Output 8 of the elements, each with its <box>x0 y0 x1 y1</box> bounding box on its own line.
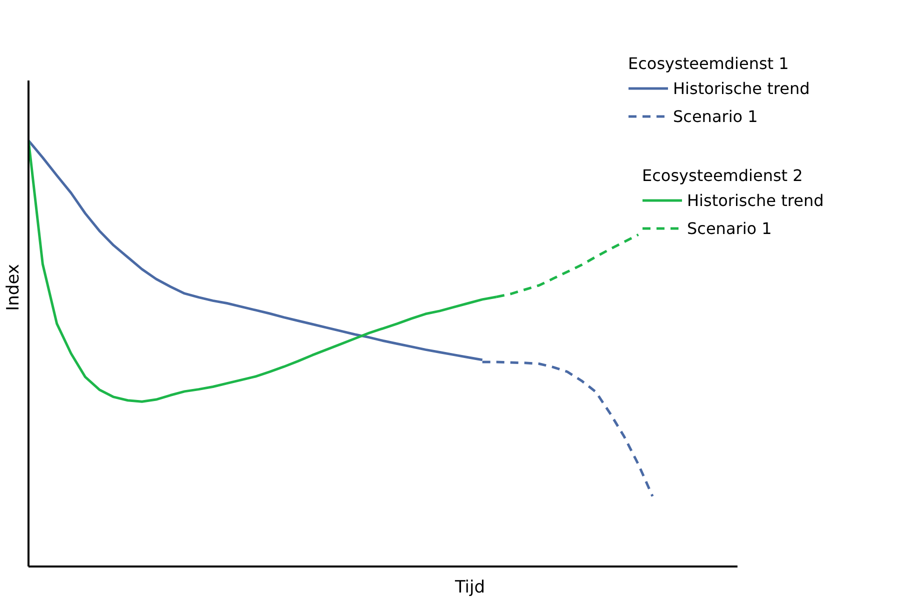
x-axis-title: Tijd <box>454 578 486 598</box>
text: Ecosysteemdienst 1 <box>628 54 789 73</box>
y-axis-title: Index <box>4 264 24 311</box>
legend-label: Scenario 1 <box>673 106 758 126</box>
legend-label: Historische trend <box>673 78 810 98</box>
legend-label: Scenario 1 <box>687 218 772 238</box>
legend-label: Historische trend <box>687 190 824 210</box>
text: Ecosysteemdienst 2 <box>642 166 803 185</box>
